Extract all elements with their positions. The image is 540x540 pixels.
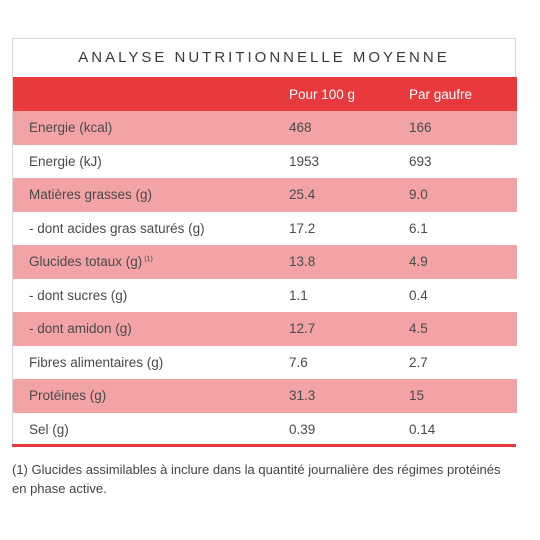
table-row: - dont sucres (g) 1.1 0.4 — [13, 278, 517, 313]
table-body: Energie (kcal) 468 166 Energie (kJ) 1953 693 M… — [13, 111, 517, 446]
footnote-marker: (1) — [144, 256, 153, 264]
value-per-100g: 25.4 — [289, 187, 316, 203]
value-per-unit: 4.9 — [409, 254, 428, 270]
footnote: (1) Glucides assimilables à inclure dans… — [12, 462, 501, 496]
value-per-100g: 12.7 — [289, 321, 316, 337]
row-label: Energie (kcal) — [13, 111, 289, 145]
row-label-text: Fibres alimentaires (g) — [29, 354, 164, 370]
row-label: - dont sucres (g) — [13, 279, 289, 313]
table-row: Sel (g) 0.39 0.14 — [13, 412, 517, 447]
value-per-unit: 693 — [409, 153, 432, 169]
value-per-100g: 1.1 — [289, 287, 308, 303]
row-label-text: - dont sucres (g) — [29, 287, 128, 303]
value-per-100g: 13.8 — [289, 254, 316, 270]
table-title: ANALYSE NUTRITIONNELLE MOYENNE — [78, 49, 450, 66]
table-row: Fibres alimentaires (g) 7.6 2.7 — [13, 345, 517, 380]
table-row: Energie (kJ) 1953 693 — [13, 144, 517, 179]
value-per-unit: 2.7 — [409, 354, 428, 370]
row-label: Energie (kJ) — [13, 145, 289, 179]
value-per-unit: 0.4 — [409, 287, 428, 303]
row-label-text: - dont acides gras saturés (g) — [29, 220, 205, 236]
value-per-100g: 17.2 — [289, 220, 316, 236]
row-label: Glucides totaux (g) (1) — [13, 245, 289, 279]
table-row: - dont acides gras saturés (g) 17.2 6.1 — [13, 211, 517, 246]
table-row: Glucides totaux (g) (1) 13.8 4.9 — [13, 245, 517, 279]
value-per-unit: 9.0 — [409, 187, 428, 203]
value-per-unit: 6.1 — [409, 220, 428, 236]
value-per-100g: 0.39 — [289, 421, 316, 437]
row-label: Sel (g) — [13, 413, 289, 447]
row-label: Protéines (g) — [13, 379, 289, 413]
value-per-100g: 31.3 — [289, 388, 316, 404]
value-per-100g: 1953 — [289, 153, 320, 169]
row-label: Matières grasses (g) — [13, 178, 289, 212]
nutrition-panel: ANALYSE NUTRITIONNELLE MOYENNE Pour 100 … — [12, 38, 517, 446]
row-label: - dont acides gras saturés (g) — [13, 212, 289, 246]
row-label-text: Protéines (g) — [29, 388, 107, 404]
row-label: Fibres alimentaires (g) — [13, 346, 289, 380]
value-per-unit: 166 — [409, 120, 432, 136]
header-per-100g: Pour 100 g — [289, 86, 356, 102]
value-per-unit: 4.5 — [409, 321, 428, 337]
table-row: - dont amidon (g) 12.7 4.5 — [13, 312, 517, 346]
row-label-text: Sel (g) — [29, 421, 69, 437]
nutrition-table: Pour 100 g Par gaufre Energie (kcal) 468 1… — [13, 77, 517, 446]
row-label-text: - dont amidon (g) — [29, 321, 132, 337]
value-per-100g: 7.6 — [289, 354, 308, 370]
row-label: - dont amidon (g) — [13, 312, 289, 346]
row-label-text: Energie (kcal) — [29, 120, 113, 136]
value-per-unit: 0.14 — [409, 421, 436, 437]
header-per-unit: Par gaufre — [409, 86, 473, 102]
table-row: Energie (kcal) 468 166 — [13, 111, 517, 145]
table-row: Protéines (g) 31.3 15 — [13, 379, 517, 413]
row-label-text: Energie (kJ) — [29, 153, 102, 169]
table-bottom-border — [12, 444, 516, 447]
header-label — [13, 77, 289, 111]
row-label-text: Matières grasses (g) — [29, 187, 153, 203]
value-per-unit: 15 — [409, 388, 425, 404]
value-per-100g: 468 — [289, 120, 312, 136]
row-label-text: Glucides totaux (g) — [29, 254, 143, 270]
header-row: Pour 100 g Par gaufre — [13, 77, 517, 111]
table-row: Matières grasses (g) 25.4 9.0 — [13, 178, 517, 212]
